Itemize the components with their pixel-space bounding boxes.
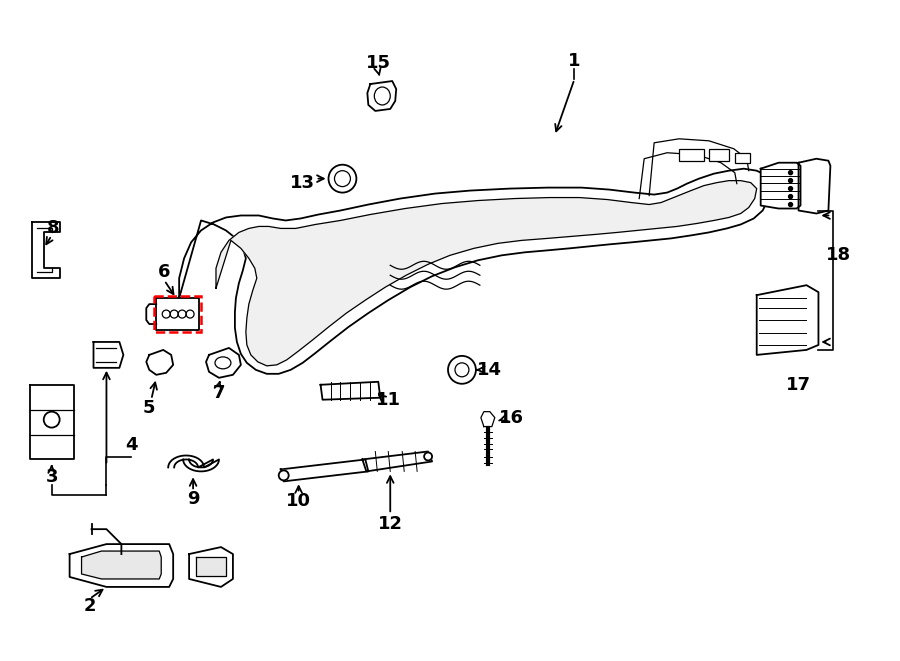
Text: 1: 1	[568, 52, 580, 70]
Text: 8: 8	[48, 219, 60, 237]
Bar	[709, 149, 729, 161]
Polygon shape	[94, 342, 123, 368]
Text: 15: 15	[365, 54, 391, 72]
Circle shape	[424, 453, 432, 461]
Circle shape	[788, 186, 793, 190]
Polygon shape	[179, 169, 770, 374]
Text: 12: 12	[378, 515, 403, 533]
Text: 13: 13	[290, 174, 315, 192]
Polygon shape	[216, 180, 757, 366]
Circle shape	[328, 165, 356, 192]
Circle shape	[170, 310, 178, 318]
Circle shape	[162, 310, 170, 318]
Polygon shape	[30, 385, 74, 459]
Polygon shape	[363, 451, 432, 471]
Polygon shape	[196, 557, 226, 576]
Polygon shape	[69, 544, 173, 587]
Polygon shape	[760, 163, 800, 208]
Text: 14: 14	[477, 361, 502, 379]
Text: 6: 6	[158, 263, 170, 281]
Circle shape	[44, 412, 59, 428]
Polygon shape	[157, 298, 199, 330]
Text: 16: 16	[500, 408, 524, 426]
Circle shape	[788, 178, 793, 182]
Circle shape	[279, 471, 289, 481]
Polygon shape	[798, 159, 831, 214]
Circle shape	[788, 202, 793, 206]
Bar	[734, 153, 750, 163]
Ellipse shape	[374, 87, 391, 105]
Text: 17: 17	[786, 375, 811, 394]
Circle shape	[788, 171, 793, 175]
Polygon shape	[481, 412, 495, 426]
Polygon shape	[32, 223, 59, 278]
Polygon shape	[206, 348, 241, 378]
Text: 7: 7	[212, 384, 225, 402]
Polygon shape	[82, 551, 161, 579]
Polygon shape	[281, 459, 368, 481]
Bar	[154, 296, 201, 332]
Polygon shape	[367, 81, 396, 111]
Polygon shape	[147, 350, 173, 375]
Text: 9: 9	[187, 490, 199, 508]
Text: 5: 5	[143, 399, 156, 416]
Circle shape	[448, 356, 476, 384]
Circle shape	[788, 194, 793, 198]
Circle shape	[178, 310, 186, 318]
Text: 11: 11	[376, 391, 400, 408]
Polygon shape	[168, 455, 219, 471]
Text: 4: 4	[125, 436, 138, 453]
Text: 18: 18	[826, 247, 850, 264]
Bar	[679, 149, 704, 161]
Polygon shape	[189, 547, 233, 587]
Polygon shape	[320, 382, 381, 400]
Polygon shape	[757, 285, 818, 355]
Text: 10: 10	[286, 492, 311, 510]
Circle shape	[186, 310, 194, 318]
Text: 3: 3	[45, 469, 58, 486]
Circle shape	[455, 363, 469, 377]
Text: 2: 2	[84, 597, 95, 615]
Circle shape	[335, 171, 350, 186]
Ellipse shape	[215, 357, 231, 369]
